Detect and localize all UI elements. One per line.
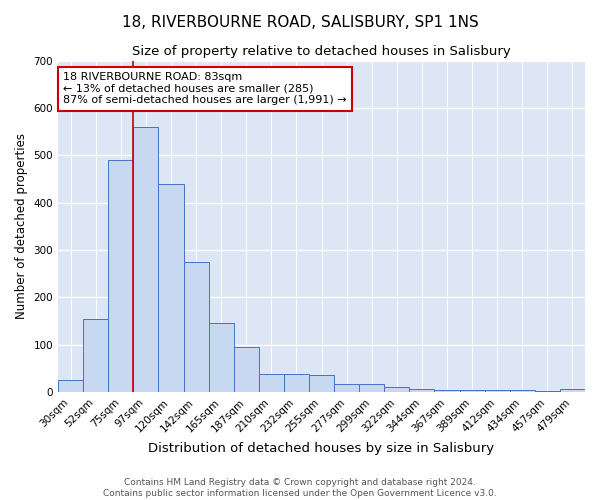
Bar bbox=[359, 384, 384, 392]
Bar bbox=[510, 390, 535, 392]
X-axis label: Distribution of detached houses by size in Salisbury: Distribution of detached houses by size … bbox=[148, 442, 494, 455]
Bar bbox=[309, 376, 334, 392]
Bar bbox=[535, 390, 560, 392]
Bar bbox=[485, 390, 510, 392]
Bar bbox=[233, 347, 259, 392]
Bar bbox=[58, 380, 83, 392]
Bar bbox=[158, 184, 184, 392]
Bar bbox=[284, 374, 309, 392]
Bar bbox=[133, 127, 158, 392]
Bar bbox=[334, 384, 359, 392]
Text: Contains HM Land Registry data © Crown copyright and database right 2024.
Contai: Contains HM Land Registry data © Crown c… bbox=[103, 478, 497, 498]
Text: 18, RIVERBOURNE ROAD, SALISBURY, SP1 1NS: 18, RIVERBOURNE ROAD, SALISBURY, SP1 1NS bbox=[122, 15, 478, 30]
Bar bbox=[384, 386, 409, 392]
Bar bbox=[209, 324, 233, 392]
Text: 18 RIVERBOURNE ROAD: 83sqm
← 13% of detached houses are smaller (285)
87% of sem: 18 RIVERBOURNE ROAD: 83sqm ← 13% of deta… bbox=[64, 72, 347, 106]
Bar bbox=[259, 374, 284, 392]
Bar bbox=[83, 318, 108, 392]
Bar bbox=[460, 390, 485, 392]
Y-axis label: Number of detached properties: Number of detached properties bbox=[15, 134, 28, 320]
Bar bbox=[434, 390, 460, 392]
Bar bbox=[409, 388, 434, 392]
Bar bbox=[560, 388, 585, 392]
Bar bbox=[108, 160, 133, 392]
Bar bbox=[184, 262, 209, 392]
Title: Size of property relative to detached houses in Salisbury: Size of property relative to detached ho… bbox=[132, 45, 511, 58]
